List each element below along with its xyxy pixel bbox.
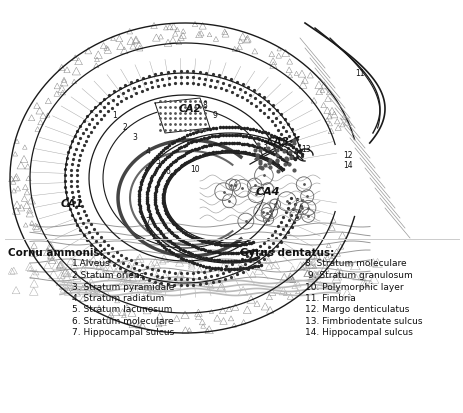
Text: 9: 9: [212, 111, 217, 120]
Text: 3: 3: [132, 132, 137, 141]
Text: CA1: CA1: [61, 199, 83, 209]
Text: 10: 10: [190, 165, 200, 174]
Text: 13. Fimbriodentate sulcus: 13. Fimbriodentate sulcus: [304, 316, 422, 325]
Text: CA4: CA4: [255, 187, 280, 197]
Text: 13: 13: [300, 144, 310, 153]
Text: 12. Margo denticulatus: 12. Margo denticulatus: [304, 305, 408, 314]
Text: 3: 3: [262, 141, 267, 150]
Text: 8. Stratum moleculare: 8. Stratum moleculare: [304, 259, 406, 268]
Text: 6. Stratum moleculare: 6. Stratum moleculare: [72, 316, 173, 325]
Text: 1: 1: [113, 111, 117, 120]
Text: 5. Stratum lacunosum: 5. Stratum lacunosum: [72, 305, 172, 314]
Text: 11. Fimbria: 11. Fimbria: [304, 293, 355, 302]
Text: 4: 4: [145, 147, 150, 156]
Text: 12: 12: [343, 151, 352, 160]
Text: CA3: CA3: [266, 137, 289, 147]
Text: 5: 5: [155, 157, 160, 166]
Text: 3. Stratum pyramidale: 3. Stratum pyramidale: [72, 282, 174, 291]
Text: 6: 6: [165, 167, 170, 176]
Text: 7: 7: [145, 216, 150, 225]
Polygon shape: [155, 99, 210, 134]
Text: 2: 2: [122, 122, 127, 131]
Text: 14: 14: [343, 161, 352, 170]
Text: 9. Stratum granulosum: 9. Stratum granulosum: [304, 271, 412, 279]
Text: CA2: CA2: [178, 104, 201, 114]
Text: 14. Hippocampal sulcus: 14. Hippocampal sulcus: [304, 328, 412, 337]
Text: 11: 11: [355, 69, 364, 78]
Text: 10. Polymorphic layer: 10. Polymorphic layer: [304, 282, 403, 291]
Text: 1.Alveus: 1.Alveus: [72, 259, 111, 268]
Text: Cornu ammonis:: Cornu ammonis:: [8, 247, 104, 257]
Text: Gyrus dentatus:: Gyrus dentatus:: [239, 247, 333, 257]
Text: 2.Statum oriens: 2.Statum oriens: [72, 271, 144, 279]
Text: 4. Stratum radiatum: 4. Stratum radiatum: [72, 293, 164, 302]
Text: 8: 8: [202, 101, 207, 110]
Text: 7. Hippocampal sulcus: 7. Hippocampal sulcus: [72, 328, 174, 337]
